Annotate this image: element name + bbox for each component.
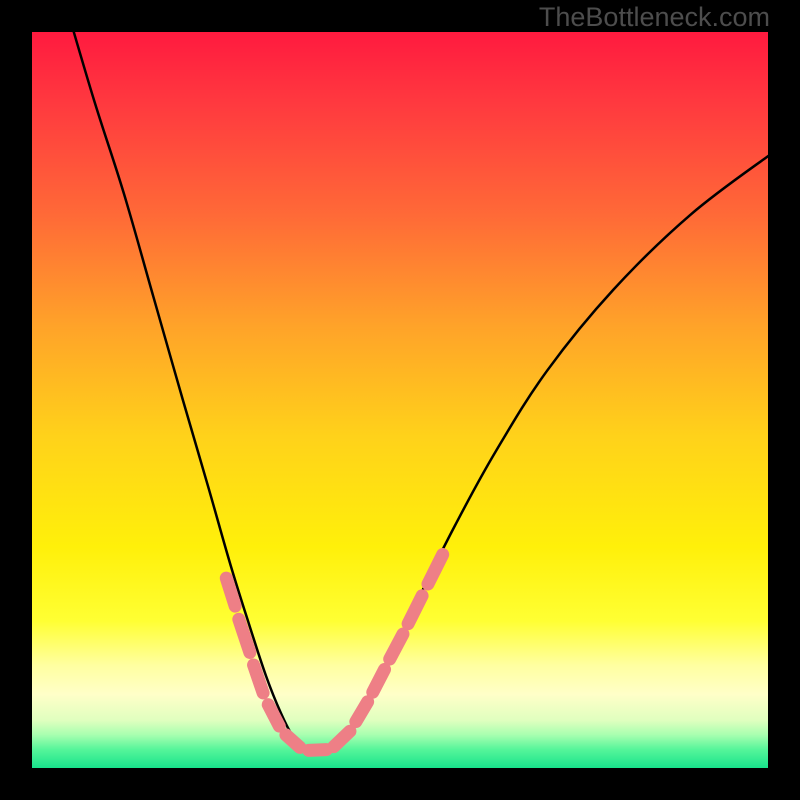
dash-segment (334, 731, 350, 746)
curve-layer (32, 32, 768, 768)
dash-segment (408, 596, 422, 624)
v-curve (67, 10, 771, 752)
dash-segment (356, 702, 368, 722)
dash-segment (373, 669, 385, 692)
dash-segment (226, 578, 235, 606)
chart-frame: TheBottleneck.com (0, 0, 800, 800)
dash-segment (390, 634, 403, 659)
plot-area (32, 32, 768, 768)
watermark-text: TheBottleneck.com (539, 2, 770, 33)
dash-segment (309, 750, 327, 751)
dash-segment (428, 555, 443, 584)
dash-segment (254, 665, 264, 693)
dash-segment (286, 735, 300, 748)
